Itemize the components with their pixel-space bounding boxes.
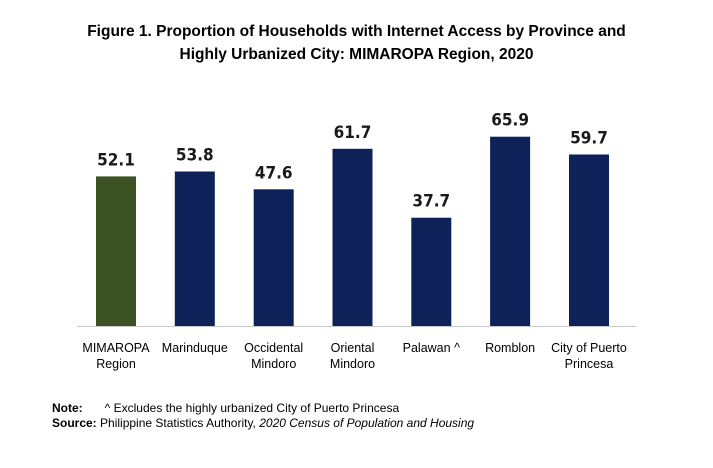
category-label-1: Marinduque — [162, 341, 228, 355]
category-label-0: MIMAROPA Region — [82, 341, 150, 371]
category-label-3-line-1: Mindoro — [330, 357, 375, 371]
category-label-0-line-1: Region — [96, 357, 136, 371]
chart-title-line-2: Highly Urbanized City: MIMAROPA Region, … — [179, 46, 534, 63]
value-labels-group: 52.1 53.8 47.6 61.7 37.7 65.9 59.7 — [97, 111, 608, 212]
category-label-2-line-0: Occidental — [244, 341, 303, 355]
category-labels-group: MIMAROPA Region Marinduque Occidental Mindor… — [82, 341, 626, 371]
category-label-3: Oriental Mindoro — [330, 341, 375, 371]
source-title: 2020 Census of Population and Housing — [259, 416, 475, 430]
category-label-5: Romblon — [485, 341, 535, 355]
note-text: ^ Excludes the highly urbanized City of … — [104, 401, 400, 415]
value-label-4: 37.7 — [412, 192, 450, 212]
bar-3 — [332, 148, 373, 326]
value-label-2: 47.6 — [255, 163, 293, 183]
category-label-5-line-0: Romblon — [485, 341, 535, 355]
category-label-3-line-0: Oriental — [331, 341, 375, 355]
bar-6 — [569, 154, 609, 326]
category-label-6-line-1: Princesa — [565, 357, 614, 371]
value-label-1: 53.8 — [176, 146, 214, 166]
category-label-1-line-0: Marinduque — [162, 341, 228, 355]
bar-4 — [411, 217, 452, 326]
source-label: Source: — [52, 416, 97, 430]
bars-group — [96, 136, 609, 326]
category-label-2: Occidental Mindoro — [244, 341, 303, 371]
source-row: Source: Philippine Statistics Authority,… — [52, 416, 474, 431]
category-label-0-line-0: MIMAROPA — [82, 341, 150, 355]
value-label-5: 65.9 — [491, 111, 529, 131]
value-label-3: 61.7 — [334, 123, 372, 143]
source-text: Philippine Statistics Authority, — [100, 416, 256, 430]
category-label-6: City of Puerto Princesa — [551, 341, 627, 371]
category-label-2-line-1: Mindoro — [251, 357, 296, 371]
note-row: Note: ^ Excludes the highly urbanized Cit… — [52, 401, 474, 416]
note-label: Note: — [52, 401, 83, 415]
bar-1 — [174, 171, 215, 326]
category-label-4: Palawan ^ — [403, 341, 460, 355]
category-label-6-line-0: City of Puerto — [551, 341, 627, 355]
bar-0 — [96, 176, 136, 326]
category-label-4-line-0: Palawan ^ — [403, 341, 460, 355]
bar-2 — [253, 189, 294, 326]
chart-title-line-1: Figure 1. Proportion of Households with … — [87, 23, 626, 40]
chart-title: Figure 1. Proportion of Households with … — [0, 20, 713, 66]
value-label-6: 59.7 — [570, 129, 608, 149]
bar-chart: 52.1 53.8 47.6 61.7 37.7 65.9 59.7 MIMAROPA Reg… — [77, 111, 636, 371]
chart-notes: Note: ^ Excludes the highly urbanized Cit… — [52, 401, 474, 431]
value-label-0: 52.1 — [97, 150, 135, 170]
bar-5 — [490, 136, 531, 326]
